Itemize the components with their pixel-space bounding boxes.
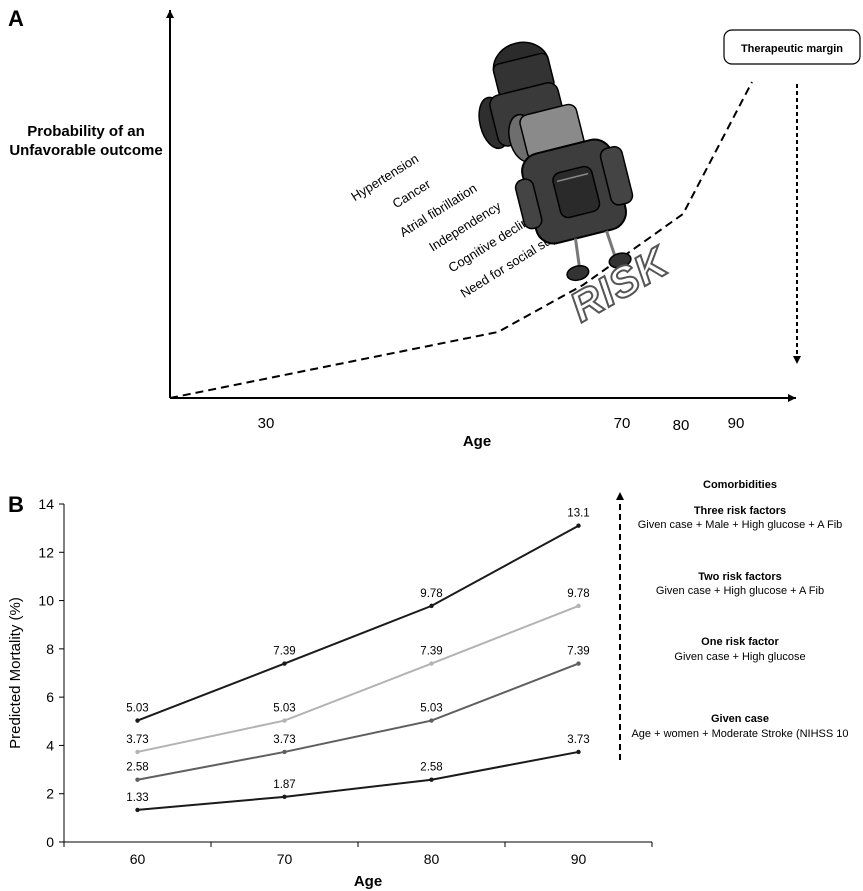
data-label: 5.03 — [273, 703, 295, 715]
series-point — [429, 661, 434, 666]
annotation-two-sub: Given case + High glucose + A Fib — [656, 585, 824, 597]
series-point — [135, 777, 140, 782]
data-label: 1.33 — [126, 792, 148, 804]
data-label: 2.58 — [420, 762, 442, 774]
data-label: 9.78 — [567, 588, 589, 600]
panel-a-x-title: Age — [463, 433, 491, 450]
panel-a-x-tick-80: 80 — [673, 417, 690, 434]
x-tick-label: 80 — [424, 851, 440, 867]
panel-a-y-title-line-2: Unfavorable outcome — [9, 142, 162, 159]
y-tick-label: 12 — [38, 544, 54, 560]
panel-a-x-tick-30: 30 — [258, 415, 275, 432]
x-tick-label: 60 — [130, 851, 146, 867]
series-point — [576, 661, 581, 666]
y-tick-label: 2 — [46, 786, 54, 802]
x-tick-label: 70 — [277, 851, 293, 867]
y-tick-label: 0 — [46, 834, 54, 850]
y-tick-label: 4 — [46, 737, 54, 753]
series-line — [137, 662, 579, 781]
series-point — [282, 718, 287, 723]
risk-factor-item: Cancer — [390, 176, 434, 211]
series-point — [135, 718, 140, 723]
data-label: 2.58 — [126, 762, 148, 774]
panel-a-x-tick-90: 90 — [728, 415, 745, 432]
data-label: 3.73 — [273, 734, 295, 746]
annotation-given-head: Given case — [711, 713, 769, 725]
risk-word: RISK — [562, 237, 677, 331]
annotation-three-head: Three risk factors — [694, 505, 786, 517]
therapeutic-margin-box — [723, 29, 861, 65]
x-tick-label: 90 — [571, 851, 587, 867]
series-point — [135, 749, 140, 755]
series-point — [282, 794, 287, 800]
data-label: 3.73 — [126, 734, 148, 746]
data-label: 3.73 — [567, 734, 589, 746]
panel-b-plot: 0 2 4 6 8 10 12 14 60 70 80 90 Age Predicted Mortalit… — [7, 496, 653, 890]
data-label: 7.39 — [420, 646, 442, 658]
annotation-three-sub: Given case + Male + High glucose + A Fib — [638, 519, 843, 531]
series-point — [576, 603, 581, 609]
data-label: 7.39 — [567, 646, 589, 658]
annotation-one-sub: Given case + High glucose — [674, 651, 805, 663]
series-point — [282, 749, 287, 755]
annotation-one-head: One risk factor — [701, 636, 779, 648]
backpack-illustration — [478, 41, 634, 282]
panel-a-risk-curve — [169, 81, 753, 399]
panel-a-x-tick-70: 70 — [614, 415, 631, 432]
panel-a-y-title-line-1: Probability of an — [27, 123, 145, 140]
annotation-given-sub: Age + women + Moderate Stroke (NIHSS 10 — [631, 728, 848, 740]
data-label: 5.03 — [420, 703, 442, 715]
comorbidities-title: Comorbidities — [703, 479, 777, 491]
data-label: 1.87 — [273, 779, 295, 791]
series-line — [137, 750, 579, 811]
y-tick-label: 8 — [46, 641, 54, 657]
series-point — [429, 718, 434, 723]
series-point — [429, 777, 434, 782]
series-point — [576, 749, 581, 755]
series-point — [429, 603, 434, 609]
series-point — [576, 523, 581, 528]
y-tick-label: 10 — [38, 593, 54, 609]
panel-b-x-title: Age — [354, 873, 382, 890]
y-tick-label: 6 — [46, 689, 54, 705]
annotation-two-head: Two risk factors — [698, 571, 782, 583]
panel-b-label: B — [8, 492, 24, 517]
series-point — [135, 807, 140, 813]
panel-b-y-title: Predicted Mortality (%) — [7, 597, 24, 749]
series-point — [282, 661, 287, 666]
data-label: 13.1 — [567, 508, 589, 520]
series-line — [137, 524, 579, 722]
series-line — [137, 604, 579, 753]
data-label: 5.03 — [126, 703, 148, 715]
therapeutic-margin-label: Therapeutic margin — [741, 43, 843, 55]
y-tick-label: 14 — [38, 496, 54, 512]
data-label: 7.39 — [273, 646, 295, 658]
data-label: 9.78 — [420, 588, 442, 600]
panel-a-label: A — [8, 6, 24, 31]
